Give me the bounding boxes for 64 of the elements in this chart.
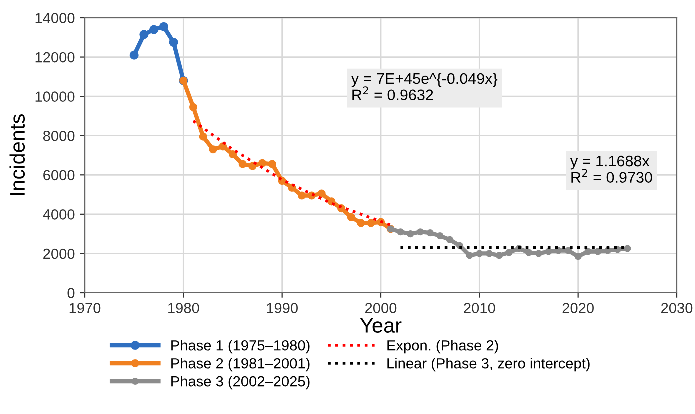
point xyxy=(564,247,572,254)
point xyxy=(248,162,257,170)
x-tick-label: 2010 xyxy=(464,303,496,314)
point xyxy=(584,248,592,256)
point xyxy=(367,219,376,228)
point xyxy=(238,160,247,168)
legend-label: Phase 2 (1981–2001) xyxy=(172,358,310,372)
point xyxy=(258,159,267,168)
point xyxy=(525,249,533,256)
point xyxy=(624,245,632,252)
point xyxy=(397,228,404,236)
legend-label: Linear (Phase 3, zero intercept) xyxy=(388,358,590,372)
annotation: y = 7E+45e^{-0.049x} R$^{2}$ = 0.9632 xyxy=(351,72,498,101)
y-tick-label: 10000 xyxy=(36,92,75,102)
point xyxy=(150,25,159,34)
x-tick-label: 2030 xyxy=(662,303,693,314)
x-axis-title: Year xyxy=(360,318,402,334)
point xyxy=(555,247,562,254)
y-tick-label: 2000 xyxy=(44,248,75,260)
point xyxy=(130,50,139,60)
point xyxy=(190,103,198,112)
y-tick-label: 0 xyxy=(68,288,75,298)
point xyxy=(476,250,484,258)
point xyxy=(159,22,168,32)
y-tick-label: 14000 xyxy=(36,13,75,24)
point xyxy=(486,250,494,258)
point xyxy=(426,230,434,237)
point xyxy=(466,252,474,260)
annotation: y = 1.1688x R$^{2}$ = 0.9730 xyxy=(570,156,652,184)
point xyxy=(169,38,178,48)
point xyxy=(318,190,326,198)
y-tick-label: 4000 xyxy=(43,210,75,220)
point xyxy=(436,232,444,240)
point xyxy=(228,150,238,159)
point xyxy=(268,160,276,168)
x-tick-label: 1990 xyxy=(267,303,298,314)
legend-label: Phase 1 (1975–1980) xyxy=(172,340,310,354)
point xyxy=(545,248,552,256)
x-tick-label: 1970 xyxy=(70,303,101,314)
point xyxy=(407,230,414,238)
x-tick-label: 2020 xyxy=(562,303,594,314)
point xyxy=(298,192,306,200)
legend-label: Expon. (Phase 2) xyxy=(388,340,498,354)
point xyxy=(209,146,218,154)
y-tick-label: 8000 xyxy=(43,130,75,142)
x-tick-label: 2000 xyxy=(366,303,397,314)
y-tick-label: 6000 xyxy=(44,170,75,181)
point xyxy=(357,219,366,228)
point xyxy=(574,253,582,260)
point xyxy=(446,236,454,244)
legend-label: Phase 3 (2002–2025) xyxy=(172,376,310,390)
point xyxy=(594,248,602,256)
point xyxy=(219,142,228,151)
point xyxy=(604,247,612,254)
point xyxy=(140,30,149,40)
point xyxy=(506,249,513,256)
point xyxy=(496,252,503,260)
y-axis-title: Incidents xyxy=(10,114,26,196)
point xyxy=(347,213,356,222)
point xyxy=(535,250,542,258)
y-tick-label: 12000 xyxy=(36,52,75,63)
x-tick-label: 1980 xyxy=(168,303,200,314)
point xyxy=(199,132,208,141)
point xyxy=(416,228,424,236)
